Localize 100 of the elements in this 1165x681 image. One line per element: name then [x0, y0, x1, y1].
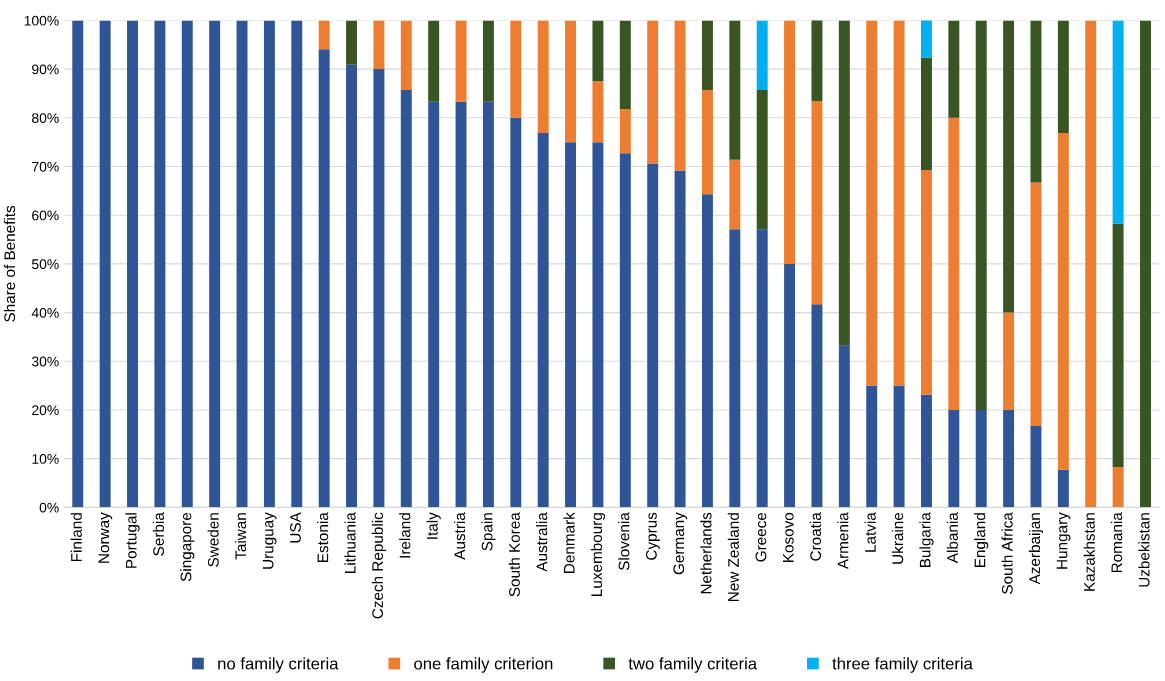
bar — [209, 20, 221, 508]
bar — [592, 142, 604, 508]
bar — [318, 20, 330, 50]
x-tick-label: Albania — [946, 512, 958, 564]
legend-label: no family criteria — [218, 657, 339, 673]
x-tick-label: Denmark — [563, 512, 575, 573]
x-tick-label: Armenia — [837, 512, 849, 570]
x-tick-label: Lithuania — [344, 512, 356, 573]
x-tick-label: Italy — [426, 512, 441, 539]
bar — [455, 20, 467, 102]
x-tick-label: Serbia — [152, 512, 164, 556]
bar — [291, 20, 303, 508]
bar — [674, 170, 686, 508]
bar — [592, 81, 604, 143]
x-tick-label: Ireland — [399, 513, 411, 558]
x-tick-label: Kazakhstan — [1083, 513, 1095, 591]
y-tick-label: 60% — [32, 210, 59, 221]
bar — [400, 90, 412, 508]
bar — [346, 64, 358, 508]
x-tick-label: Estonia — [317, 512, 329, 562]
bar — [893, 20, 905, 386]
bar — [72, 20, 84, 508]
bar — [1085, 20, 1097, 508]
bar — [510, 117, 522, 508]
y-tick-label: 40% — [31, 307, 59, 318]
legend-label: two family criteria — [628, 657, 758, 673]
bar — [1030, 20, 1042, 183]
x-tick-label: South Africa — [1001, 512, 1013, 594]
bar — [838, 20, 850, 346]
bar — [784, 263, 796, 508]
bar — [619, 153, 631, 508]
x-tick-label: New Zealand — [727, 513, 739, 601]
x-tick-label: Portugal — [125, 513, 140, 568]
bar — [236, 20, 248, 508]
bar — [948, 117, 960, 410]
bar — [729, 159, 741, 230]
y-tick-label: 10% — [32, 453, 59, 464]
bar — [373, 69, 385, 508]
bar — [1030, 182, 1042, 427]
bar — [1003, 312, 1015, 410]
bar — [701, 20, 713, 91]
y-tick-label: 100% — [24, 15, 59, 26]
legend-label: one family criterion — [414, 657, 553, 673]
x-tick-label: South Korea — [508, 512, 520, 597]
y-tick-label: 90% — [32, 64, 59, 75]
bar — [565, 20, 577, 143]
bar — [1057, 20, 1069, 133]
bar — [1112, 20, 1124, 224]
bar — [948, 409, 960, 508]
x-tick-label: Romania — [1110, 512, 1123, 573]
y-tick-label: 20% — [32, 405, 59, 416]
bar — [729, 20, 741, 160]
x-tick-label: Norway — [98, 512, 113, 563]
x-tick-label: Greece — [755, 512, 767, 562]
x-tick-label: Bulgaria — [919, 512, 934, 567]
bar — [99, 20, 111, 508]
bar — [674, 20, 686, 171]
bar — [811, 101, 823, 305]
bar — [729, 229, 741, 508]
bar — [1057, 132, 1069, 470]
bar — [510, 20, 522, 118]
x-tick-label: Hungary — [1056, 512, 1071, 569]
x-tick-label: Ukraine — [891, 512, 904, 564]
y-tick-label: 80% — [32, 113, 59, 123]
x-tick-label: Slovenia — [618, 512, 630, 571]
x-tick-label: Germany — [673, 512, 688, 575]
bar — [811, 304, 823, 508]
bar — [756, 90, 768, 230]
bar — [565, 142, 577, 508]
bar — [920, 394, 932, 508]
x-tick-label: Uruguay — [262, 512, 277, 569]
y-tick-label: 50% — [31, 259, 59, 270]
bar — [346, 20, 358, 65]
bar — [537, 132, 549, 508]
bar — [975, 409, 987, 508]
bar — [428, 101, 440, 508]
x-tick-label: Taiwan — [234, 513, 247, 560]
y-axis-title: Share of Benefits — [3, 205, 16, 322]
bar — [428, 20, 440, 102]
x-tick-label: Latvia — [864, 512, 876, 552]
bar — [619, 109, 631, 154]
x-tick-label: Kosovo — [783, 512, 794, 562]
x-tick-label: Luxembourg — [590, 513, 606, 596]
y-tick-label: 0% — [39, 502, 59, 513]
bar — [127, 20, 138, 508]
x-tick-label: Croatia — [809, 512, 822, 561]
legend-label: three family criteria — [832, 657, 973, 673]
y-tick-label: 30% — [31, 356, 59, 367]
x-tick-label: Finland — [70, 513, 82, 562]
bar — [893, 385, 905, 508]
x-tick-label: Australia — [536, 512, 548, 572]
bar — [318, 49, 330, 508]
bar — [647, 163, 659, 508]
bar — [1003, 409, 1015, 508]
x-tick-label: Spain — [481, 513, 496, 551]
bar — [866, 20, 878, 386]
bar — [1003, 20, 1015, 313]
bar — [647, 20, 659, 164]
y-tick-label: 70% — [32, 161, 59, 172]
bar — [1112, 223, 1124, 467]
